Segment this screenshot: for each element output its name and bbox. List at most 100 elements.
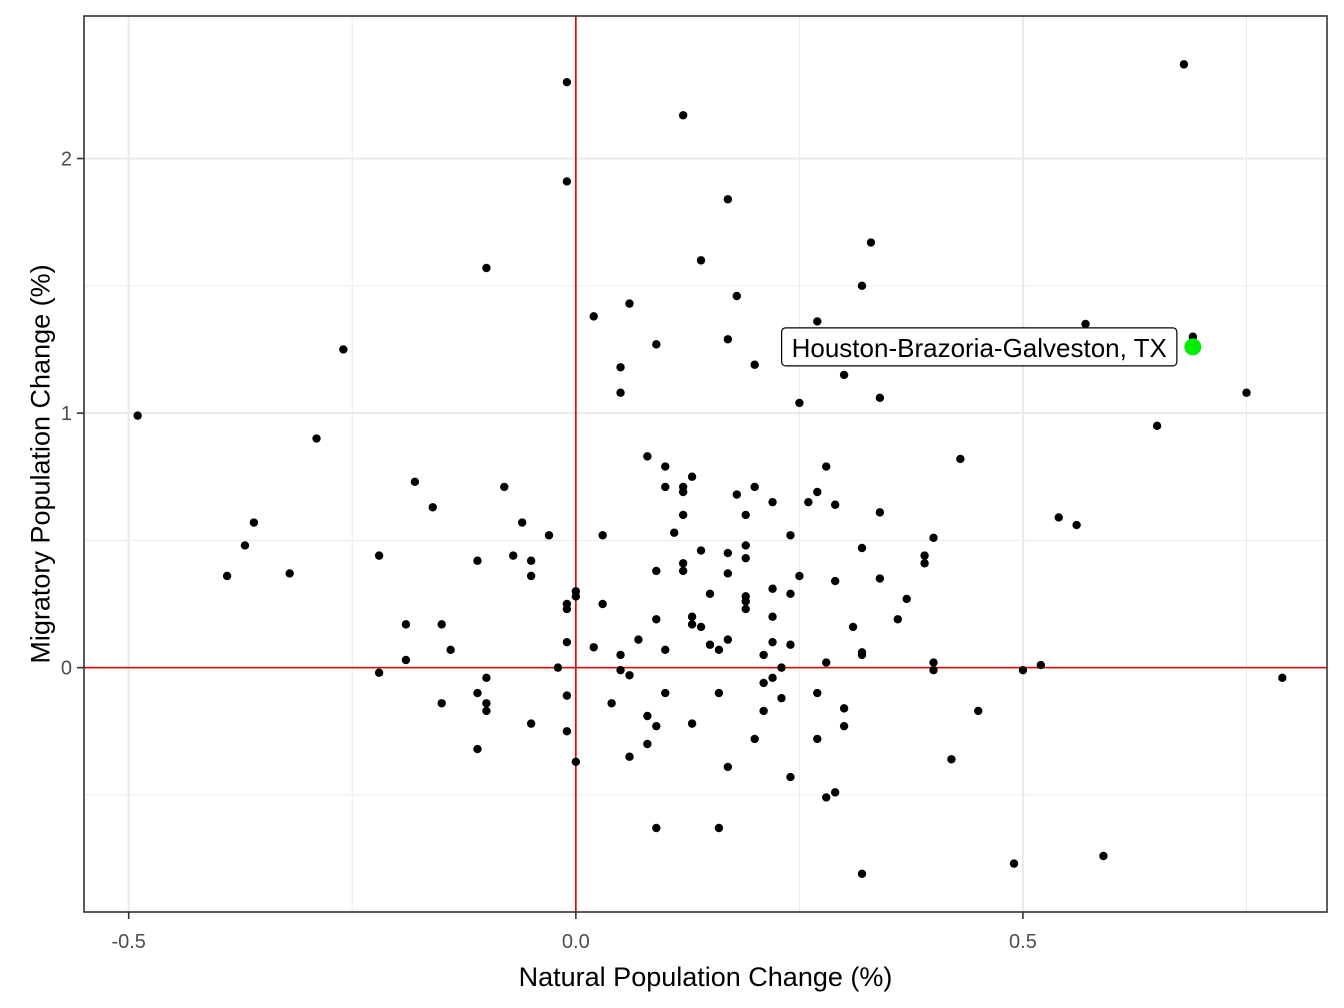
data-point [661,645,670,655]
data-point [777,693,786,703]
data-point [240,541,250,550]
data-point [830,788,840,797]
data-point [678,111,688,120]
data-point [866,238,876,247]
data-point [517,518,527,527]
data-point [616,388,625,397]
data-point [133,411,142,420]
data-point [741,541,750,550]
data-point [759,678,768,688]
data-point [678,487,688,497]
data-point [473,556,482,565]
data-point [643,452,652,461]
data-point [473,688,482,698]
data-point [777,663,786,672]
data-point [374,551,384,560]
data-point [974,706,983,716]
data-point [741,597,750,606]
data-point [571,757,581,767]
data-point [687,719,697,728]
data-point [652,721,661,731]
data-point [723,635,733,644]
data-point [929,533,938,543]
data-point [920,559,929,568]
data-point [687,612,697,621]
axis-ticks: -0.5 0.0 0.5 0 1 2 [61,149,1037,953]
data-point [947,755,956,764]
data-point [482,706,491,716]
data-point [526,571,536,581]
data-point [750,734,759,744]
highlight-point [1184,338,1202,356]
data-point [312,434,321,443]
data-point [822,462,831,471]
data-point [759,650,768,660]
data-point [857,281,867,291]
data-point [1179,60,1189,69]
data-point [509,551,518,560]
data-point [526,556,536,565]
data-point [652,615,661,624]
y-tick-label: 2 [61,149,72,171]
data-point [893,615,902,624]
y-tick-label: 1 [61,403,72,425]
data-point [1054,513,1063,522]
data-point [482,699,491,708]
data-point [804,497,813,507]
data-point [714,688,724,698]
data-point [562,691,572,700]
data-point [1152,421,1162,431]
data-point [616,665,625,675]
data-point [1099,851,1108,861]
data-point [696,622,706,632]
data-point [625,671,634,680]
data-point [1278,673,1287,683]
data-point [589,312,598,321]
data-point [1018,665,1028,675]
data-point [607,699,616,708]
x-tick-label: -0.5 [111,931,145,953]
data-point [652,566,661,576]
plot-panel-border [83,15,1328,913]
data-point [875,574,885,583]
data-point [526,719,536,728]
data-point [562,177,572,186]
data-point [714,823,724,833]
data-point [661,482,670,492]
data-point [634,635,643,644]
data-point [571,592,581,601]
data-point [750,360,759,369]
data-point [759,706,768,716]
data-point [661,462,670,471]
data-point [482,263,491,273]
data-point [670,528,679,537]
data-point [839,370,849,380]
data-point [848,622,858,632]
data-point [446,645,455,655]
data-point [741,510,750,520]
y-axis-title: Migratory Population Change (%) [25,264,55,663]
data-point [875,508,885,517]
data-point [616,363,625,372]
data-point [750,482,759,492]
data-point [696,256,706,265]
data-point [696,546,706,555]
data-point [902,594,911,604]
data-point [920,551,929,560]
data-point [795,398,804,408]
data-point [768,584,777,593]
data-point [643,739,652,749]
annotation-box [781,327,1178,367]
data-point [687,620,697,629]
data-point [723,762,733,772]
data-point [839,704,849,713]
data-point [616,650,625,660]
data-point [857,650,867,660]
x-tick-label: 0.5 [1009,931,1037,953]
data-point [786,640,795,649]
data-point [741,553,750,563]
data-point [482,673,491,683]
data-point [598,531,607,540]
data-point [741,604,750,614]
